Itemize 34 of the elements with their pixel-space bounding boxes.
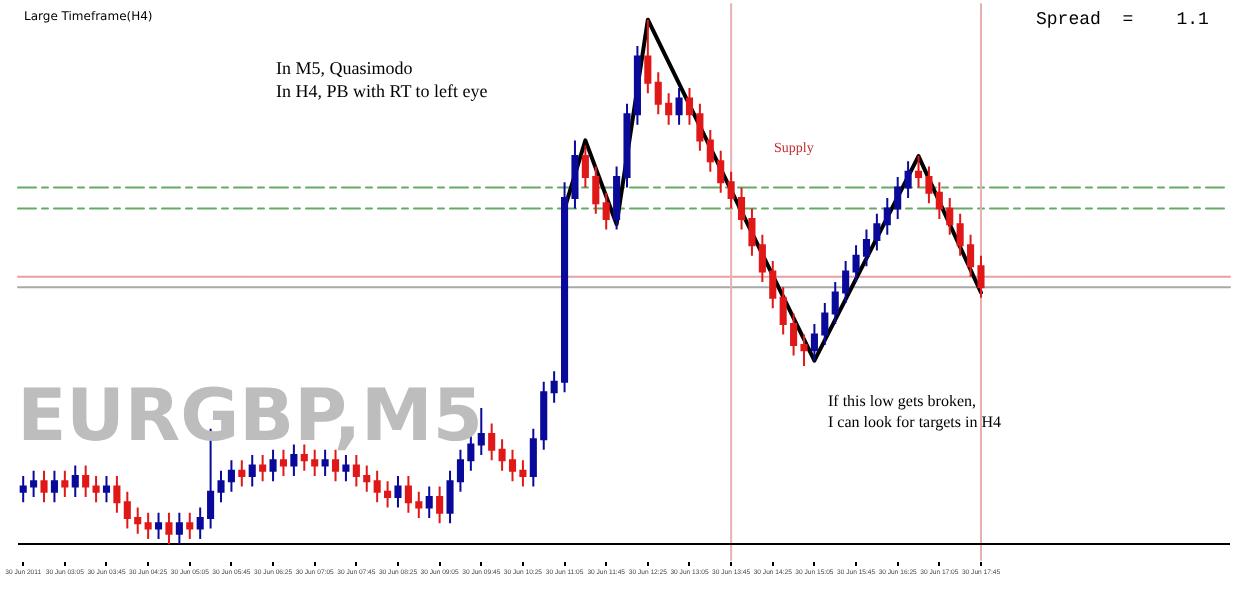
candlestick xyxy=(259,454,267,483)
candlestick xyxy=(155,511,163,541)
candlestick xyxy=(186,511,194,541)
candlestick xyxy=(675,86,683,126)
candlestick xyxy=(113,475,121,514)
candlestick xyxy=(477,406,485,457)
text: Spread = 1.1 xyxy=(1036,10,1209,30)
annotation: If this low gets broken, I can look for targets in H4 xyxy=(828,392,1001,431)
candlestick xyxy=(644,18,652,95)
candlestick xyxy=(488,422,496,462)
candlestick xyxy=(92,475,100,504)
candlestick xyxy=(165,511,173,546)
candlestick xyxy=(904,160,912,200)
annotation: In M5, Quasimodo In H4, PB with RT to left eye xyxy=(276,58,488,102)
candlestick xyxy=(331,448,340,483)
candlestick xyxy=(269,448,277,483)
candlestick xyxy=(175,511,183,546)
text: EURGBP,M5 xyxy=(17,375,483,458)
candlestick xyxy=(50,469,58,504)
candlestick xyxy=(425,485,433,520)
candlestick xyxy=(279,448,288,478)
candlestick xyxy=(40,469,48,504)
candlestick xyxy=(82,464,90,499)
candlestick xyxy=(342,454,350,483)
candlestick xyxy=(102,475,111,504)
candlestick xyxy=(394,475,402,509)
candlestick xyxy=(321,448,329,478)
candlestick xyxy=(436,485,444,525)
candlestick xyxy=(248,454,256,488)
candlestick xyxy=(238,459,246,488)
candlestick xyxy=(144,511,152,541)
candlestick xyxy=(61,469,69,499)
candlestick xyxy=(71,464,79,499)
candlestick xyxy=(602,191,610,231)
